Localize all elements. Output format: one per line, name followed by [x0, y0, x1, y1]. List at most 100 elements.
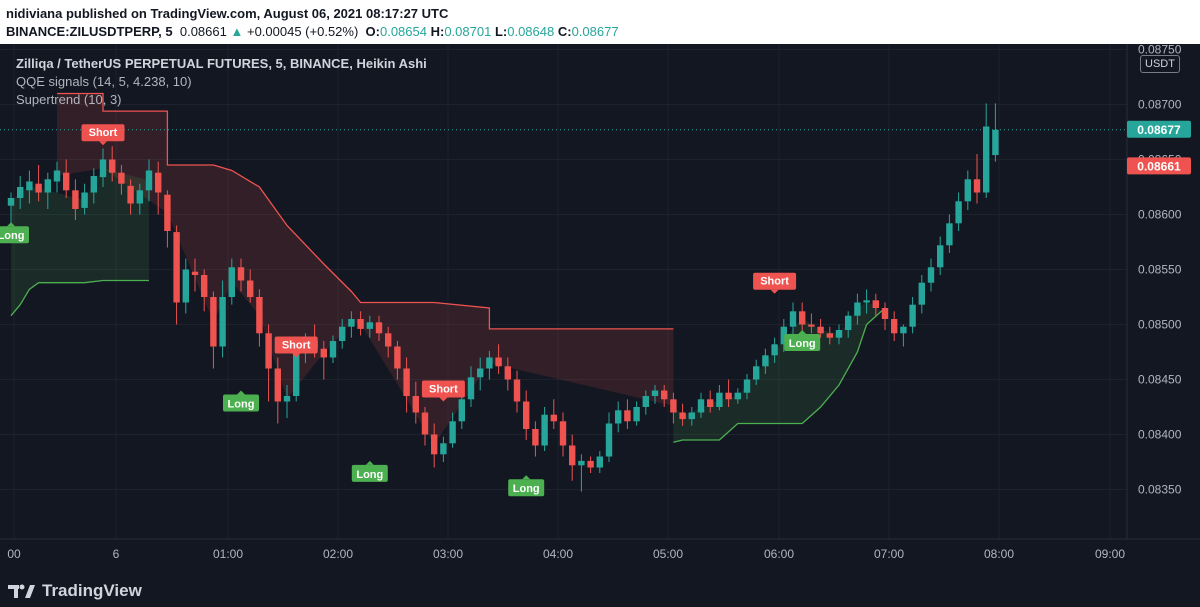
candle-body [247, 280, 254, 297]
candle-body [661, 390, 668, 400]
candle-body [513, 379, 521, 402]
candle-body [937, 245, 944, 268]
candle-body [624, 410, 631, 422]
grid-lines [0, 44, 1127, 539]
candle-body [329, 341, 337, 358]
candle-body [845, 315, 852, 330]
time-tick-label: 6 [113, 547, 120, 561]
candle-body [173, 232, 180, 303]
time-tick-label: 04:00 [543, 547, 573, 561]
candle-body [964, 179, 971, 202]
long-signal: Long [351, 460, 388, 482]
candle-body [679, 412, 686, 420]
candle-body [477, 368, 484, 378]
candle-body [725, 392, 732, 400]
short-signal: Short [421, 380, 465, 402]
short-signal: Short [81, 124, 125, 146]
candle-body [339, 326, 346, 341]
price-tick-label: 0.08500 [1138, 318, 1182, 332]
long-signal: Long [223, 390, 259, 412]
supertrend-long-line [673, 307, 886, 443]
price-chart[interactable]: Short Long Short Long Short Long Short Long Long… [0, 44, 1200, 575]
time-tick-label: 03:00 [433, 547, 463, 561]
candle-body [440, 443, 447, 455]
supertrend-lines [0, 92, 1127, 443]
brand-name: TradingView [42, 581, 142, 600]
price-tick-label: 0.08400 [1138, 428, 1182, 442]
currency-button[interactable]: USDT [1140, 55, 1180, 73]
candle-body [182, 269, 189, 303]
candle-body [578, 460, 585, 466]
candle-body [550, 414, 557, 422]
chart-area[interactable]: Short Long Short Long Short Long Short Long Long… [0, 44, 1200, 575]
candle-body [201, 275, 208, 297]
footer: TradingView [0, 575, 1200, 607]
candle-body [127, 185, 134, 204]
time-tick-label: 05:00 [653, 547, 683, 561]
candle-body [927, 267, 935, 283]
high-label: H: [430, 24, 445, 39]
signal-box [351, 464, 388, 482]
candle-body [109, 159, 116, 173]
signal-box [81, 124, 125, 142]
candle-body [375, 322, 383, 334]
time-tick-label: 07:00 [874, 547, 904, 561]
open-value: 0.08654 [379, 24, 427, 39]
candle-body [743, 379, 751, 393]
long-signal: Long [508, 475, 545, 497]
candle-body [81, 192, 88, 208]
candle-body [587, 460, 594, 468]
candle-body [164, 194, 171, 231]
candle-body [983, 126, 990, 193]
short-signal: Short [753, 272, 797, 294]
signal-pointer [798, 330, 807, 334]
candle-body [191, 271, 199, 275]
candle-body [955, 201, 962, 224]
signal-label: Short [429, 384, 458, 396]
candle-body [670, 399, 677, 413]
candle-body [863, 300, 870, 303]
candle-body [633, 407, 640, 422]
signal-pointer [99, 141, 107, 146]
candle-body [854, 302, 861, 316]
candle-body [541, 414, 548, 446]
candle-body [504, 366, 511, 380]
candle-body [394, 346, 401, 369]
candle-body [53, 170, 61, 182]
candle-body [909, 304, 916, 327]
candle-body [348, 319, 355, 327]
time-tick-label: 02:00 [323, 547, 353, 561]
candle-body [458, 399, 465, 422]
candle-body [145, 170, 153, 191]
candle-body [210, 297, 217, 347]
signal-label: Short [760, 276, 789, 288]
supertrend-long-line [10, 279, 149, 317]
candle-body [808, 324, 815, 327]
supertrend-fill [11, 168, 149, 316]
candle-body [992, 129, 999, 156]
candle-body [63, 172, 70, 191]
candle-body [431, 434, 438, 455]
chart-title: Zilliqa / TetherUS PERPETUAL FUTURES, 5,… [16, 56, 427, 71]
symbol-name: BINANCE:ZILUSDTPERP, 5 [6, 24, 173, 39]
qqe-signals: Short Long Short Long Short Long Short Long Long [0, 124, 821, 497]
candle-body [615, 410, 622, 424]
candle-body [651, 390, 659, 396]
time-tick-label: 09:00 [1095, 547, 1125, 561]
time-tick-label: 00 [7, 547, 21, 561]
tradingview-logo: TradingView [8, 580, 142, 602]
candle-body [596, 456, 603, 468]
signal-pointer [365, 460, 374, 465]
signal-box [508, 479, 545, 497]
candle-body [495, 357, 502, 367]
time-tick-label: 01:00 [213, 547, 243, 561]
price-tick-label: 0.08700 [1138, 98, 1182, 112]
candle-body [734, 392, 741, 400]
candle-body [72, 190, 79, 209]
open-label: O: [365, 24, 380, 39]
candle-body [228, 267, 235, 297]
signal-pointer [439, 397, 448, 402]
tradingview-logo-icon [8, 584, 35, 598]
candle-body [136, 190, 143, 204]
candle-body [605, 423, 613, 457]
